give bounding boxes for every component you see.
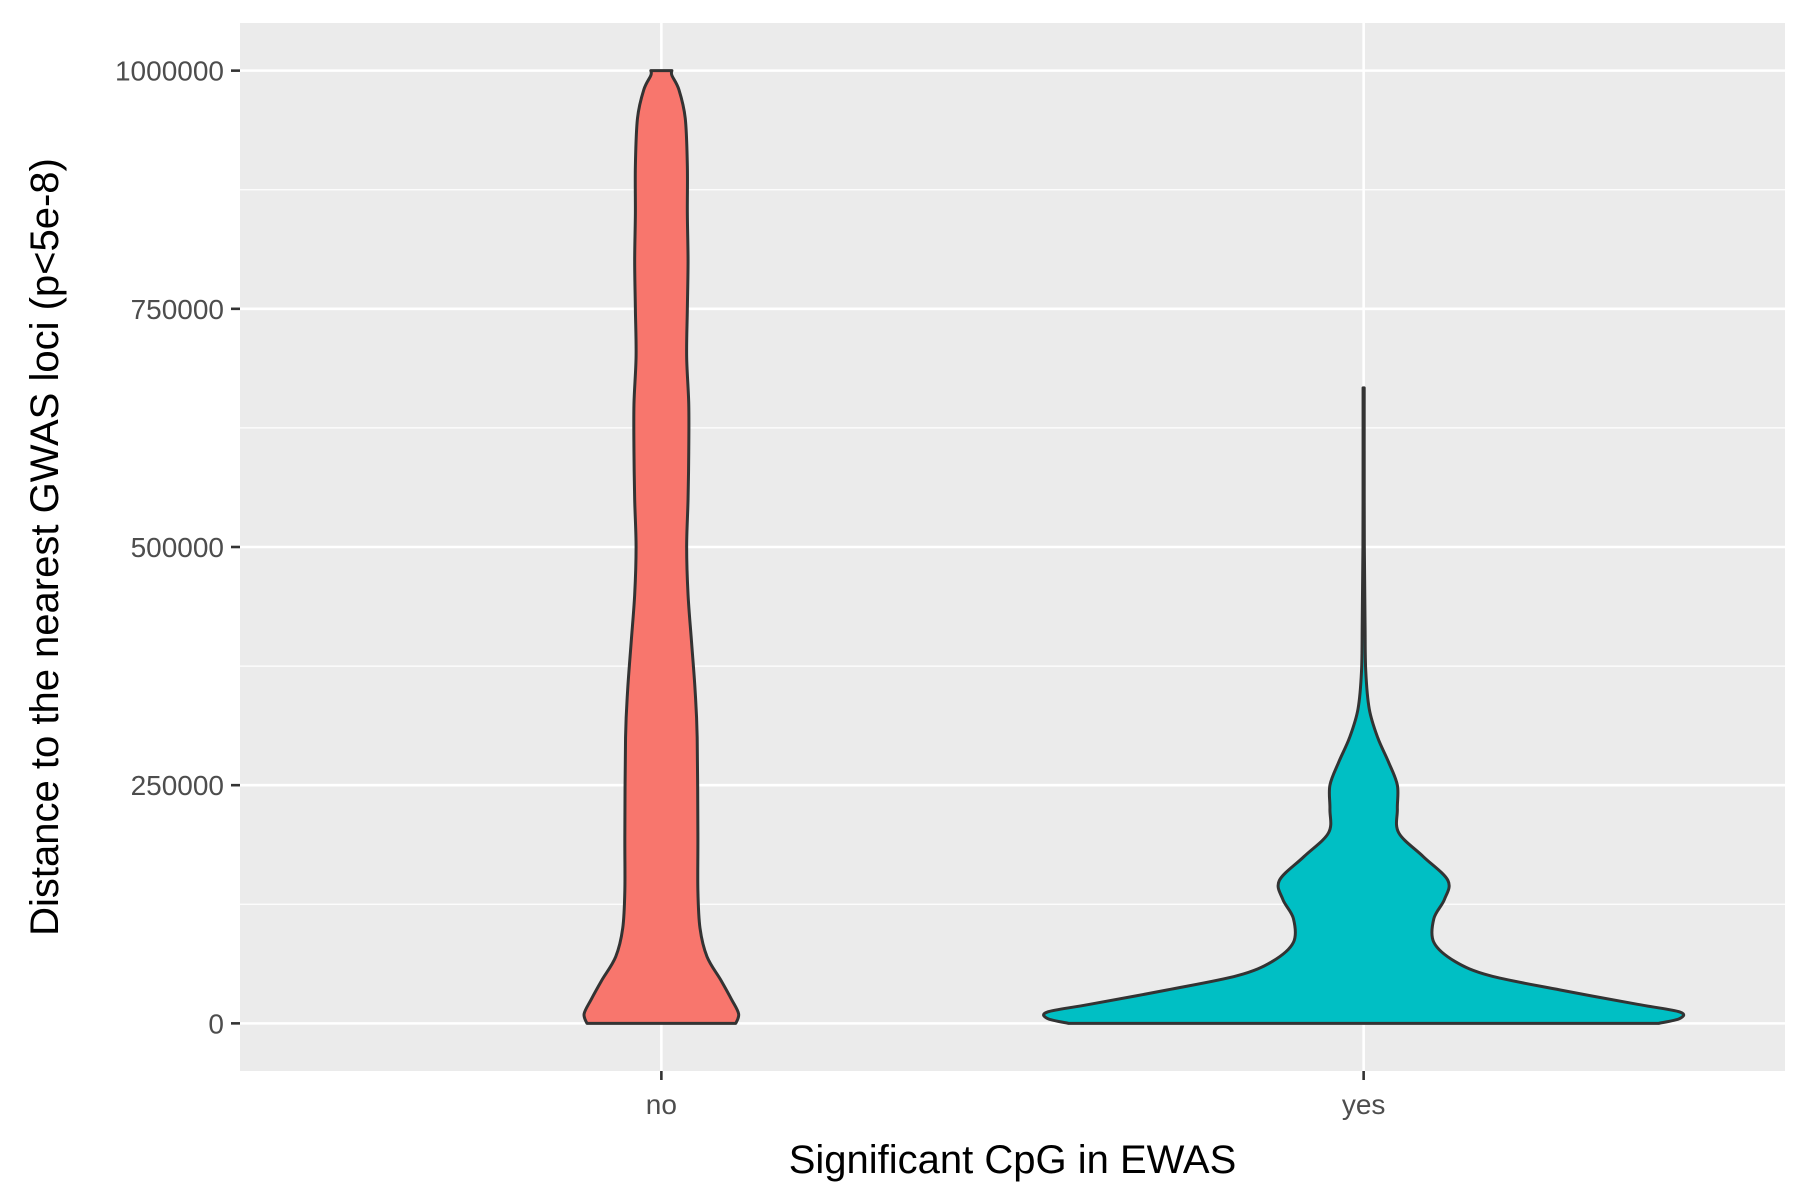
y-tick-label: 750000 [131,294,224,325]
violins [582,69,1686,1025]
x-tick-label-yes: yes [1342,1089,1386,1120]
y-tick-label: 1000000 [115,56,224,87]
y-tick-label: 250000 [131,770,224,801]
y-axis-title: Distance to the nearest GWAS loci (p<5e-… [23,158,67,936]
y-tick-label: 0 [208,1008,224,1039]
violin-no [582,69,741,1025]
x-axis: no yes [646,1071,1386,1120]
violin-yes [1042,386,1686,1025]
grid-minor [240,189,1785,905]
y-tick-label: 500000 [131,532,224,563]
y-axis: 0 250000 500000 750000 1000000 [115,56,240,1039]
x-axis-title: Significant CpG in EWAS [789,1138,1237,1182]
x-tick-label-no: no [646,1089,677,1120]
